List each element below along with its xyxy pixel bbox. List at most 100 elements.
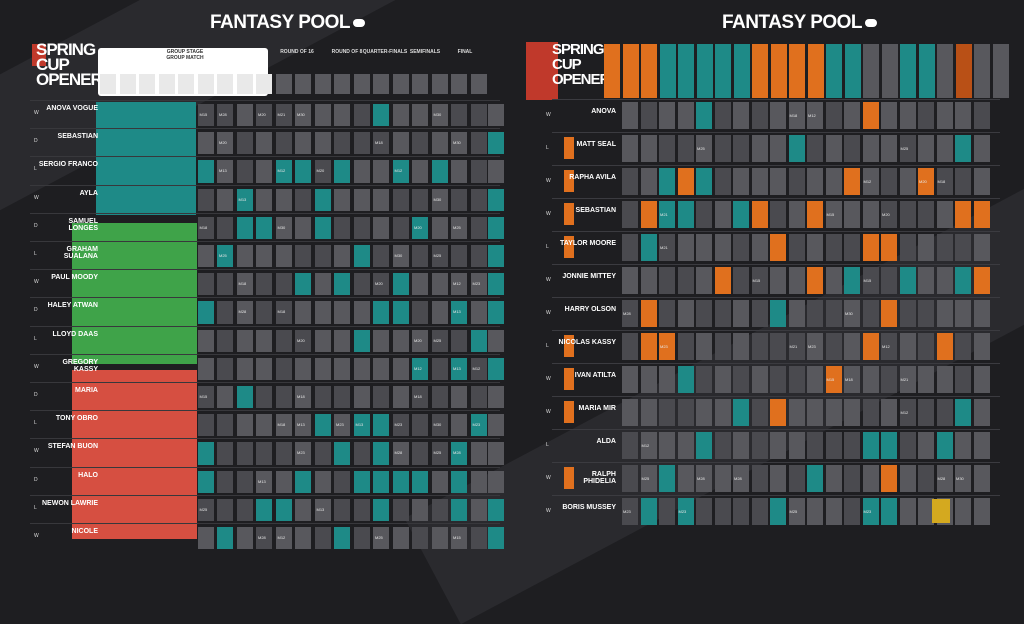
pick-cell	[451, 329, 467, 352]
pick-cell	[451, 527, 467, 550]
pick-cell	[862, 300, 879, 327]
pick-cell	[733, 300, 749, 327]
pick-cell	[392, 414, 409, 437]
pick-cell	[696, 300, 712, 327]
logo-line-1: SPRING	[36, 40, 96, 59]
pick-cell	[862, 168, 879, 195]
pick-cell	[275, 442, 292, 465]
pick-cell	[256, 386, 272, 409]
match-code: M25	[433, 253, 442, 258]
pick-cell	[733, 498, 749, 525]
pick-cell	[770, 102, 786, 129]
pick-cell	[807, 399, 823, 426]
match-code: M18	[789, 113, 798, 118]
row-tag: D	[34, 138, 38, 145]
match-code: M25	[219, 253, 227, 258]
pick-cell	[256, 188, 272, 211]
side-accent	[488, 527, 504, 550]
pick-cell	[314, 104, 331, 127]
pick-cell	[353, 527, 370, 550]
match-code: M12	[453, 281, 461, 287]
pick-cell	[918, 300, 934, 327]
header-cell	[295, 74, 311, 94]
pick-cell	[373, 132, 389, 155]
row-divider	[30, 100, 500, 101]
row-divider	[552, 132, 1000, 133]
pick-cell	[881, 333, 897, 360]
header-cell	[844, 44, 861, 98]
pick-cell	[640, 333, 657, 360]
pick-cell	[751, 399, 768, 426]
pick-cell	[677, 465, 694, 492]
pick-cell	[677, 333, 694, 360]
pick-cell	[334, 527, 350, 550]
pick-cell	[431, 357, 448, 380]
match-code: M12	[277, 535, 286, 540]
pick-cell	[353, 160, 370, 183]
match-code: M25	[453, 224, 461, 230]
pick-cell	[412, 216, 428, 239]
header-cell	[752, 44, 768, 98]
header-cell	[178, 74, 194, 94]
pick-cell	[217, 160, 233, 183]
green-block	[72, 223, 197, 365]
pick-cell	[936, 366, 953, 393]
row-tag: L	[34, 251, 37, 257]
pick-cell	[733, 267, 749, 294]
pick-cell	[659, 168, 675, 195]
seed-marker	[564, 401, 574, 423]
match-code: M12	[882, 344, 890, 349]
row-divider	[30, 466, 500, 468]
match-code: M30	[956, 476, 964, 481]
header-cell	[881, 44, 898, 98]
pick-cell	[659, 234, 675, 261]
pick-cell	[392, 442, 409, 465]
row-tag: L	[34, 166, 37, 173]
pick-cell	[918, 498, 934, 525]
row-divider	[552, 198, 1000, 199]
match-code: M23	[678, 509, 687, 514]
player-name: ANOVA VOGUE	[46, 105, 98, 112]
pick-cell	[392, 216, 409, 239]
pick-cell	[622, 300, 638, 327]
pick-cell	[807, 465, 823, 492]
player-name: BORIS MUSSEY	[562, 504, 616, 511]
row-tag: W	[546, 508, 551, 514]
pick-cell	[733, 399, 749, 426]
red-block	[72, 369, 197, 540]
pick-cell	[334, 357, 350, 380]
pick-cell	[236, 216, 253, 239]
pick-cell	[788, 333, 805, 360]
pick-cell	[217, 216, 233, 239]
header-cell	[622, 44, 639, 98]
pick-cell	[451, 245, 467, 268]
pick-cell	[373, 498, 389, 521]
pick-cell	[881, 465, 897, 492]
pick-cell	[825, 432, 842, 459]
pick-cell	[640, 201, 657, 228]
pick-cell	[844, 168, 860, 195]
player-name: HALO	[78, 471, 98, 479]
header-cell	[236, 74, 253, 94]
panel-title-text: FANTASY POOL	[210, 12, 351, 33]
pick-cell	[659, 465, 675, 492]
pick-cell	[217, 104, 233, 127]
row-divider	[30, 297, 500, 299]
pick-cell	[733, 465, 749, 492]
pick-cell	[881, 498, 897, 525]
player-name: TAYLOR MOORE	[559, 240, 616, 247]
player-name: MARIA MIR	[578, 405, 616, 412]
pick-cell	[770, 267, 786, 294]
pick-cell	[256, 104, 272, 127]
pick-cell	[295, 188, 311, 211]
pick-cell	[412, 470, 428, 493]
pick-cell	[236, 245, 253, 268]
side-accent	[488, 386, 504, 409]
match-code: M25	[697, 146, 705, 151]
pick-cell	[373, 104, 389, 127]
pick-cell	[451, 216, 467, 239]
pick-cell	[733, 168, 749, 195]
pick-cell	[353, 301, 370, 324]
pick-cell	[899, 201, 916, 228]
pick-cell	[470, 442, 487, 465]
